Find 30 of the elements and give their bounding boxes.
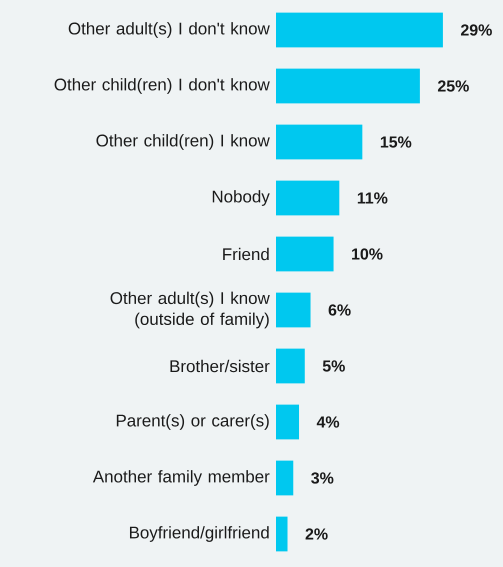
- data-label: 11%: [358, 192, 388, 204]
- bar: [276, 180, 340, 216]
- bar: [276, 292, 311, 328]
- data-label: 25%: [438, 80, 469, 92]
- data-label: 4%: [316, 416, 340, 428]
- data-label: 6%: [328, 304, 351, 316]
- data-label: 2%: [306, 528, 328, 540]
- bar: [276, 68, 420, 104]
- bar: [276, 12, 443, 48]
- data-label: 15%: [380, 136, 412, 148]
- bar: [276, 516, 288, 552]
- bar: [276, 236, 334, 272]
- y-tick-label: Other adult(s) I know (outside of family): [110, 292, 270, 328]
- y-tick-label: Friend: [223, 248, 269, 260]
- y-tick-label: Other child(ren) I don't know: [54, 78, 270, 94]
- y-tick-label: Nobody: [212, 190, 270, 206]
- data-label: 5%: [322, 360, 345, 372]
- y-tick-label: Another family member: [92, 470, 270, 486]
- bar: [276, 404, 300, 440]
- y-tick-label: Brother/sister: [170, 360, 270, 372]
- data-label: 10%: [352, 248, 383, 260]
- data-label: 3%: [311, 472, 334, 484]
- y-tick-label: Other child(ren) I know: [96, 134, 270, 150]
- bar: [276, 460, 294, 496]
- bar: [276, 124, 362, 160]
- y-tick-label: Boyfriend/girlfriend: [130, 526, 269, 542]
- y-tick-label: Parent(s) or carer(s): [116, 414, 269, 430]
- y-tick-label: Other adult(s) I don't know: [68, 22, 270, 38]
- data-label: 29%: [460, 24, 492, 36]
- bar: [276, 348, 305, 384]
